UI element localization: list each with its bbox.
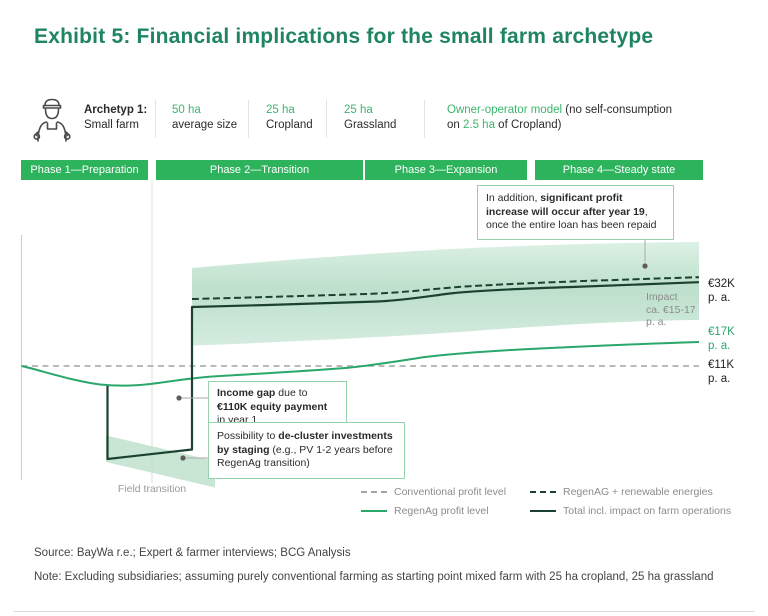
header-divider	[248, 100, 249, 138]
bottom-divider	[14, 611, 754, 612]
source-line: Source: BayWa r.e.; Expert & farmer inte…	[34, 547, 351, 559]
stat-average-size: 50 ha average size	[172, 103, 237, 133]
stat-value: 25 ha	[266, 104, 295, 116]
value-label-17k: €17K p. a.	[708, 326, 735, 352]
stat-grassland: 25 ha Grassland	[344, 103, 396, 133]
header-divider	[326, 100, 327, 138]
field-transition-label: Field transition	[117, 483, 187, 495]
header-divider	[424, 100, 425, 138]
value-label-11k: €11K p. a.	[708, 359, 735, 385]
legend-swatch-dashed-darkgreen	[530, 491, 556, 493]
owner-model-highlight: Owner-operator model	[447, 104, 563, 116]
legend-swatch-dashed-gray	[361, 491, 387, 493]
loan-callout-dot	[642, 263, 648, 269]
legend-swatch-solid-green	[361, 510, 387, 512]
decluster-dot	[180, 455, 186, 461]
phase-4-header: Phase 4—Steady state	[535, 160, 703, 180]
stat-cropland: 25 ha Cropland	[266, 103, 313, 133]
legend-label: RegenAG + renewable energies	[563, 486, 713, 498]
stat-label: Cropland	[266, 119, 313, 131]
legend-label: RegenAg profit level	[394, 505, 489, 517]
legend-regenag-renewables: RegenAG + renewable energies	[530, 486, 713, 498]
income-gap-dot	[176, 395, 182, 401]
farmer-icon	[33, 98, 71, 142]
total-impact-line	[106, 281, 700, 461]
owner-operator-note: Owner-operator model (no self-consumptio…	[447, 104, 673, 131]
regenag-renewables-line	[191, 276, 700, 300]
legend-conventional: Conventional profit level	[361, 486, 506, 498]
legend-total-impact: Total incl. impact on farm operations	[530, 505, 731, 517]
phase-1-header: Phase 1—Preparation	[21, 160, 148, 180]
value-label-32k: €32K p. a.	[708, 278, 735, 304]
impact-range-label: Impact ca. €15-17 p. a.	[646, 291, 696, 328]
decluster-callout: Possibility to de-cluster investments by…	[208, 422, 405, 479]
stat-label: Grassland	[344, 119, 397, 131]
stat-value: 50 ha	[172, 104, 201, 116]
archetype-name: Small farm	[84, 119, 139, 131]
phase-3-header: Phase 3—Expansion	[365, 160, 527, 180]
legend-label: Conventional profit level	[394, 486, 507, 498]
legend-label: Total incl. impact on farm operations	[563, 505, 732, 517]
regenag-profit-line	[21, 341, 700, 387]
note-line: Note: Excluding subsidiaries; assuming p…	[34, 571, 714, 583]
page-title: Exhibit 5: Financial implications for th…	[34, 25, 654, 48]
header-divider	[155, 100, 156, 138]
stat-value: 25 ha	[344, 104, 373, 116]
owner-model-area: 2.5 ha	[463, 119, 495, 131]
archetype-label: Archetyp 1:	[84, 104, 148, 116]
dip-band	[106, 435, 215, 488]
stat-label: average size	[172, 119, 238, 131]
phase-2-header: Phase 2—Transition	[156, 160, 363, 180]
legend-swatch-solid-darkgreen	[530, 510, 556, 512]
loan-repaid-callout: In addition, significant profit increase…	[477, 185, 674, 240]
legend-regenag-profit: RegenAg profit level	[361, 505, 489, 517]
archetype-block: Archetyp 1: Small farm	[84, 103, 147, 133]
